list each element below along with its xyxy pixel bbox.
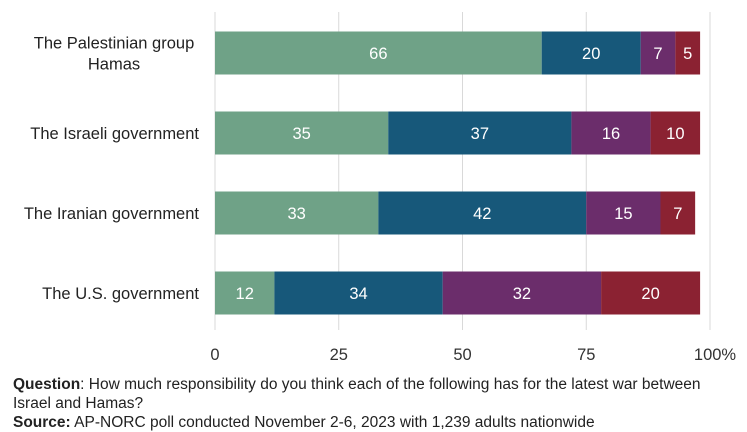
data-label: 32 (513, 285, 531, 303)
bar-segment (586, 191, 661, 235)
bar-segment (650, 111, 701, 155)
x-tick-label: 75 (577, 346, 595, 364)
data-label: 66 (369, 45, 387, 63)
x-tick-label: 50 (453, 346, 471, 364)
bar-segment (215, 271, 275, 315)
question-note: Question: How much responsibility do you… (13, 375, 738, 413)
data-label: 5 (683, 45, 692, 63)
bar-segment (660, 191, 696, 235)
bar-segment (541, 31, 641, 75)
bar-segment (215, 111, 389, 155)
x-tick-label: 25 (330, 346, 348, 364)
question-text: : How much responsibility do you think e… (13, 376, 701, 412)
data-label: 12 (236, 285, 254, 303)
bar-segment (675, 31, 701, 75)
category-label: The Israeli government (30, 125, 199, 143)
x-tick-label: 100% (694, 346, 737, 364)
source-note: Source: AP-NORC poll conducted November … (13, 413, 738, 432)
bar-segment (388, 111, 572, 155)
category-label: The Iranian government (24, 205, 200, 223)
data-label: 16 (602, 125, 620, 143)
x-tick-label: 0 (210, 346, 219, 364)
data-label: 42 (473, 205, 491, 223)
category-label: The Palestinian group (34, 35, 195, 53)
bar-segment (378, 191, 587, 235)
data-label: 34 (349, 285, 367, 303)
bar-segment (601, 271, 701, 315)
data-label: 35 (292, 125, 310, 143)
question-label: Question (13, 376, 81, 393)
bar-segment (442, 271, 602, 315)
source-text: AP-NORC poll conducted November 2-6, 202… (70, 414, 595, 431)
data-label: 10 (666, 125, 684, 143)
chart-footer: Question: How much responsibility do you… (13, 375, 738, 432)
bar-segment (640, 31, 676, 75)
bar-segment (215, 31, 542, 75)
data-label: 7 (653, 45, 662, 63)
bar-segment (571, 111, 651, 155)
bar-segment (215, 191, 379, 235)
data-label: 20 (641, 285, 659, 303)
bar-segment (274, 271, 443, 315)
data-label: 15 (614, 205, 632, 223)
data-label: 7 (673, 205, 682, 223)
data-label: 37 (471, 125, 489, 143)
category-label: Hamas (88, 56, 140, 74)
source-label: Source: (13, 414, 71, 431)
category-label: The U.S. government (42, 285, 199, 303)
data-label: 20 (582, 45, 600, 63)
data-label: 33 (287, 205, 305, 223)
